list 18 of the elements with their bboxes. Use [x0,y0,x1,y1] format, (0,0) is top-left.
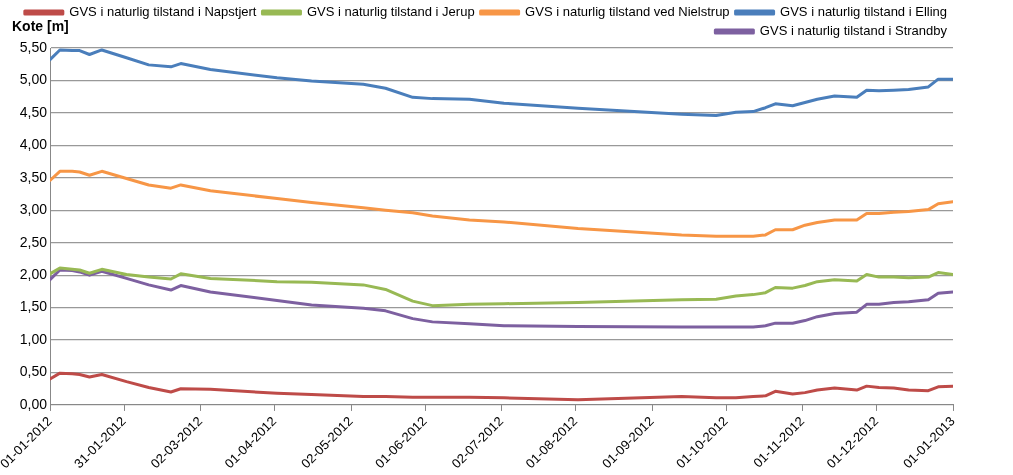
y-tick-label: 0,00 [19,395,48,412]
y-tick-label: 4,00 [19,136,48,153]
y-axis-title: Kote [m] [12,18,69,34]
legend-label: GVS i naturlig tilstand i Jerup [306,4,475,20]
y-tick-label: 5,50 [19,38,48,55]
legend-label: GVS i naturlig tilstand i Elling [780,4,948,20]
y-tick-label: 3,00 [19,201,48,218]
y-tick-label: 2,00 [19,266,48,283]
y-tick-label: 1,00 [19,330,48,347]
y-tick-label: 0,50 [19,363,48,380]
y-tick-label: 1,50 [19,298,48,315]
y-tick-label: 2,50 [19,233,48,250]
y-tick-label: 3,50 [19,168,48,185]
legend-label: GVS i naturlig tilstand ved Nielstrup [525,4,730,20]
y-tick-label: 5,00 [19,71,48,88]
legend-label: GVS i naturlig tilstand i Napstjert [69,4,257,20]
legend-label: GVS i naturlig tilstand i Strandby [759,23,948,39]
y-tick-label: 4,50 [19,103,48,120]
